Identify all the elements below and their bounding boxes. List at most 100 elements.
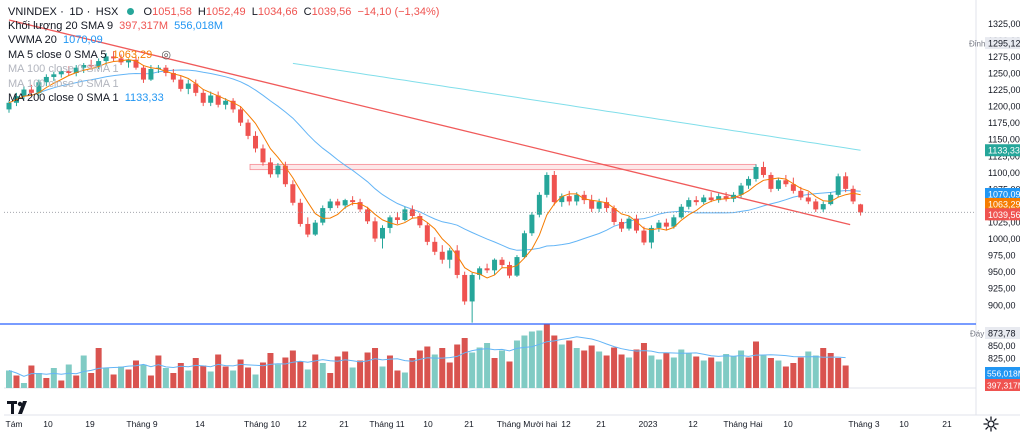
volume-bar [454,344,461,388]
volume-bar [461,338,468,388]
volume-bar [476,347,483,388]
volume-bar [618,354,625,388]
price-tick-label: 1150,00 [988,135,1020,145]
candle-body [432,241,438,252]
candle [267,157,273,178]
candle-body [596,202,602,209]
candle-body [163,67,169,73]
price-tick-label: 975,00 [988,251,1016,261]
peak-label: Đỉnh [969,40,985,49]
trough-label: Đáy [970,330,984,339]
candle-body [312,222,318,235]
candle [686,197,692,210]
candle-body [28,89,34,93]
price-tick-label: 925,00 [988,284,1016,294]
volume-bar [50,368,57,388]
candle-body [402,209,408,220]
time-tick-label: 12 [561,419,571,429]
resistance-zone[interactable] [249,163,757,171]
volume-bar [252,374,259,388]
volume-bar [805,351,812,388]
time-tick-label: 19 [85,419,95,429]
volume-bar [745,357,752,388]
time-axis[interactable]: Tám 10 19 Tháng 9 14 Tháng 10 12 21 Tháng 11 10 21… [6,419,952,429]
price-tag [985,208,1020,221]
volume-bar [596,351,603,388]
candle [290,180,296,206]
candle-body [633,218,639,231]
price-tick-label: 1250,00 [988,68,1020,78]
symbol-name[interactable]: VNINDEX [8,6,57,18]
tradingview-logo-icon[interactable] [6,398,32,416]
indicator-ma100-b[interactable]: MA 100 close 0 SMA 1 [8,77,439,92]
volume-bar [312,354,319,388]
trendline[interactable] [8,19,851,226]
candle-body [193,83,199,93]
indicator-ma200[interactable]: MA 200 close 0 SMA 1 1133,33 [8,91,439,106]
volume-tag-label: 556,018M [987,369,1020,379]
price-tag-label: 1133,33 [988,146,1020,156]
volume-bar [409,358,416,388]
volume-bar [797,357,804,388]
candle-body [656,222,662,228]
interval[interactable]: 1D [69,6,84,18]
candle-body [738,185,744,195]
candle-body [305,223,311,235]
volume-bar [767,358,774,388]
candle-body [200,92,206,103]
volume-bar [439,348,446,388]
indicator-vwma[interactable]: VWMA 20 1070,09 [8,33,439,48]
candle [589,194,595,213]
volume-bar [215,354,222,388]
indicator-ma100-a[interactable]: MA 100 close 0 SMA 1 [8,62,439,77]
volume-bar [708,357,715,388]
price-axis[interactable]: 1325,001300,001275,001250,001225,001200,… [969,19,1020,391]
candle [656,219,662,232]
candle [648,225,654,249]
volume-bar [484,343,491,388]
candle [185,79,191,95]
volume-bar [185,370,192,388]
eye-icon[interactable]: ◎ [161,48,171,61]
candle [604,197,610,213]
candle-body [469,274,475,302]
volume-bar [491,358,498,388]
candle-body [753,167,759,179]
indicator-ma5[interactable]: MA 5 close 0 SMA 5 1063,29 ◎ [8,48,439,63]
candle [208,91,214,107]
candle-body [372,221,378,239]
candle [320,205,326,226]
candle [335,198,341,209]
candle [260,144,266,166]
volume-bar [155,355,162,388]
volume-bar [245,367,252,388]
peak-value: 1295,12 [988,39,1020,49]
ma200-line [292,62,861,151]
volume-bar [20,383,27,388]
volume-bar [118,366,125,388]
candle [805,192,811,205]
price-tick-label: 1100,00 [988,168,1020,178]
candle [551,170,557,206]
ohlc-low-label: L [251,6,258,18]
candle [327,198,333,211]
dot-separator: · [59,4,68,18]
indicator-label: MA 100 close 0 SMA 1 [8,63,119,75]
ohlc-open: 1051,58 [152,6,192,18]
chart-legend: VNINDEX · 1D · HSX O1051,58 H1052,49 L10… [8,4,439,106]
volume-bar [566,340,573,388]
price-tick-label: 950,00 [988,267,1016,277]
candle-body [484,268,490,271]
indicator-volume[interactable]: Khối lượng 20 SMA 9 397,317M 556,018M [8,19,439,34]
candle [394,212,400,224]
candle-body [499,259,505,266]
candle [581,190,587,205]
candle [544,172,550,198]
volume-bar [319,363,326,388]
candle-body [514,257,520,276]
candle-body [492,259,498,271]
settings-gear-icon[interactable] [983,416,999,432]
volume-bar [289,350,296,388]
candle-body [678,206,684,218]
